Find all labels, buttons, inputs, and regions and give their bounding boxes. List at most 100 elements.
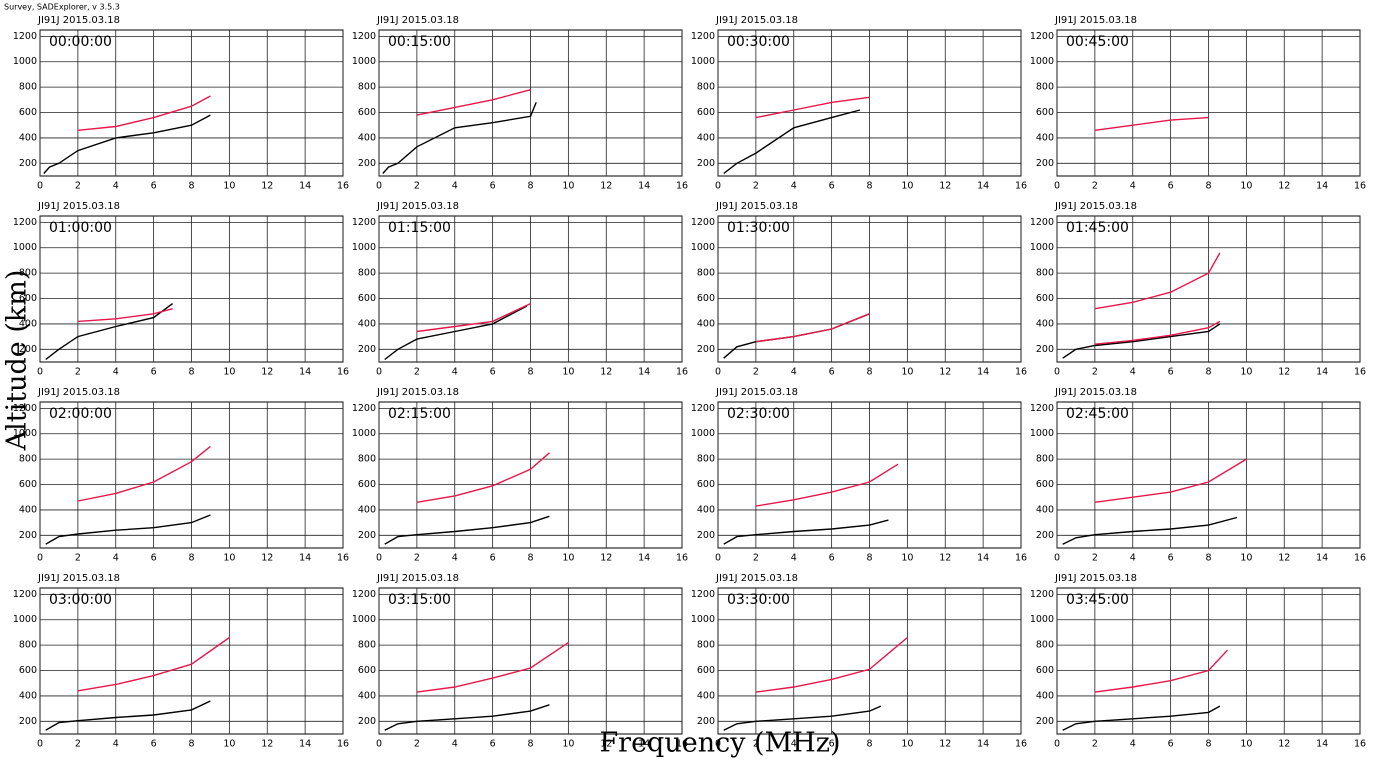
trace xyxy=(1094,116,1209,131)
x-tick-label: 2 xyxy=(753,739,759,750)
x-tick-label: 8 xyxy=(866,181,872,192)
y-tick-label: 600 xyxy=(358,107,376,118)
x-tick-label: 12 xyxy=(1278,367,1290,378)
trace xyxy=(384,305,528,361)
y-tick-label: 1200 xyxy=(13,589,37,600)
x-tick-label: 14 xyxy=(638,367,650,378)
y-tick-label: 600 xyxy=(697,479,715,490)
y-tick-label: 400 xyxy=(19,504,37,515)
x-tick-label: 10 xyxy=(1240,553,1252,564)
x-tick-label: 6 xyxy=(829,181,835,192)
y-tick-label: 400 xyxy=(19,318,37,329)
y-tick-label: 600 xyxy=(358,293,376,304)
y-tick-label: 1000 xyxy=(691,56,715,67)
y-tick-label: 1000 xyxy=(13,614,37,625)
x-tick-label: 10 xyxy=(223,181,235,192)
x-tick-label: 14 xyxy=(1316,553,1328,564)
x-tick-label: 0 xyxy=(376,739,382,750)
x-tick-label: 0 xyxy=(37,739,43,750)
y-tick-label: 400 xyxy=(358,504,376,515)
y-tick-label: 800 xyxy=(19,82,37,93)
y-tick-label: 400 xyxy=(697,690,715,701)
time-label: 03:15:00 xyxy=(388,592,451,608)
y-tick-label: 800 xyxy=(1036,268,1054,279)
x-tick-label: 4 xyxy=(452,367,458,378)
y-tick-label: 800 xyxy=(358,640,376,651)
y-tick-label: 1000 xyxy=(352,428,376,439)
x-tick-label: 12 xyxy=(261,367,273,378)
time-label: 01:45:00 xyxy=(1066,220,1129,236)
trace xyxy=(723,109,861,175)
x-tick-label: 6 xyxy=(1168,367,1174,378)
x-tick-label: 14 xyxy=(299,181,311,192)
x-tick-label: 14 xyxy=(977,367,989,378)
trace xyxy=(723,519,889,545)
trace xyxy=(755,313,870,343)
x-tick-label: 16 xyxy=(1354,739,1366,750)
y-tick-label: 400 xyxy=(358,132,376,143)
y-tick-label: 1000 xyxy=(1030,614,1054,625)
x-tick-label: 2 xyxy=(753,181,759,192)
trace xyxy=(77,445,211,502)
panel-title: JI91J 2015.03.18 xyxy=(37,15,120,26)
x-tick-label: 0 xyxy=(1054,367,1060,378)
x-tick-label: 12 xyxy=(939,739,951,750)
trace xyxy=(1062,516,1238,545)
y-tick-label: 600 xyxy=(697,665,715,676)
y-tick-label: 1200 xyxy=(352,217,376,228)
trace xyxy=(723,705,882,731)
x-tick-label: 0 xyxy=(37,181,43,192)
time-label: 02:00:00 xyxy=(49,406,112,422)
x-tick-label: 16 xyxy=(337,553,349,564)
y-tick-label: 600 xyxy=(697,107,715,118)
trace xyxy=(45,700,211,731)
time-label: 01:30:00 xyxy=(727,220,790,236)
panel-title: JI91J 2015.03.18 xyxy=(715,573,798,584)
y-tick-label: 1200 xyxy=(1030,589,1054,600)
time-label: 00:00:00 xyxy=(49,34,112,50)
y-tick-label: 600 xyxy=(19,293,37,304)
x-tick-label: 2 xyxy=(414,367,420,378)
y-tick-label: 1000 xyxy=(1030,242,1054,253)
x-tick-label: 14 xyxy=(977,181,989,192)
x-tick-label: 0 xyxy=(1054,181,1060,192)
y-tick-label: 800 xyxy=(697,268,715,279)
trace xyxy=(755,636,908,693)
x-tick-label: 4 xyxy=(452,553,458,564)
y-tick-label: 200 xyxy=(1036,716,1054,727)
x-tick-label: 10 xyxy=(562,367,574,378)
y-tick-label: 1000 xyxy=(691,428,715,439)
x-tick-label: 14 xyxy=(638,553,650,564)
x-tick-label: 4 xyxy=(791,739,797,750)
x-tick-label: 10 xyxy=(562,739,574,750)
y-tick-label: 1200 xyxy=(1030,217,1054,228)
x-tick-label: 10 xyxy=(1240,739,1252,750)
x-tick-label: 14 xyxy=(299,553,311,564)
x-tick-label: 0 xyxy=(1054,739,1060,750)
y-tick-label: 400 xyxy=(358,690,376,701)
x-tick-label: 14 xyxy=(638,181,650,192)
x-tick-label: 12 xyxy=(600,739,612,750)
x-tick-label: 12 xyxy=(261,553,273,564)
trace xyxy=(77,636,230,692)
y-tick-label: 200 xyxy=(697,716,715,727)
y-tick-label: 200 xyxy=(1036,158,1054,169)
y-tick-label: 200 xyxy=(358,530,376,541)
x-tick-label: 8 xyxy=(188,553,194,564)
y-tick-label: 800 xyxy=(1036,640,1054,651)
panel-title: JI91J 2015.03.18 xyxy=(376,201,459,212)
time-label: 01:15:00 xyxy=(388,220,451,236)
x-tick-label: 14 xyxy=(1316,367,1328,378)
y-tick-label: 800 xyxy=(358,268,376,279)
trace xyxy=(755,463,899,507)
x-tick-label: 8 xyxy=(527,553,533,564)
trace xyxy=(1062,323,1221,359)
time-label: 02:15:00 xyxy=(388,406,451,422)
x-tick-label: 12 xyxy=(261,739,273,750)
x-tick-label: 8 xyxy=(527,367,533,378)
y-tick-label: 800 xyxy=(19,640,37,651)
x-tick-label: 4 xyxy=(113,367,119,378)
y-tick-label: 600 xyxy=(358,665,376,676)
y-tick-label: 200 xyxy=(358,344,376,355)
x-tick-label: 2 xyxy=(414,553,420,564)
